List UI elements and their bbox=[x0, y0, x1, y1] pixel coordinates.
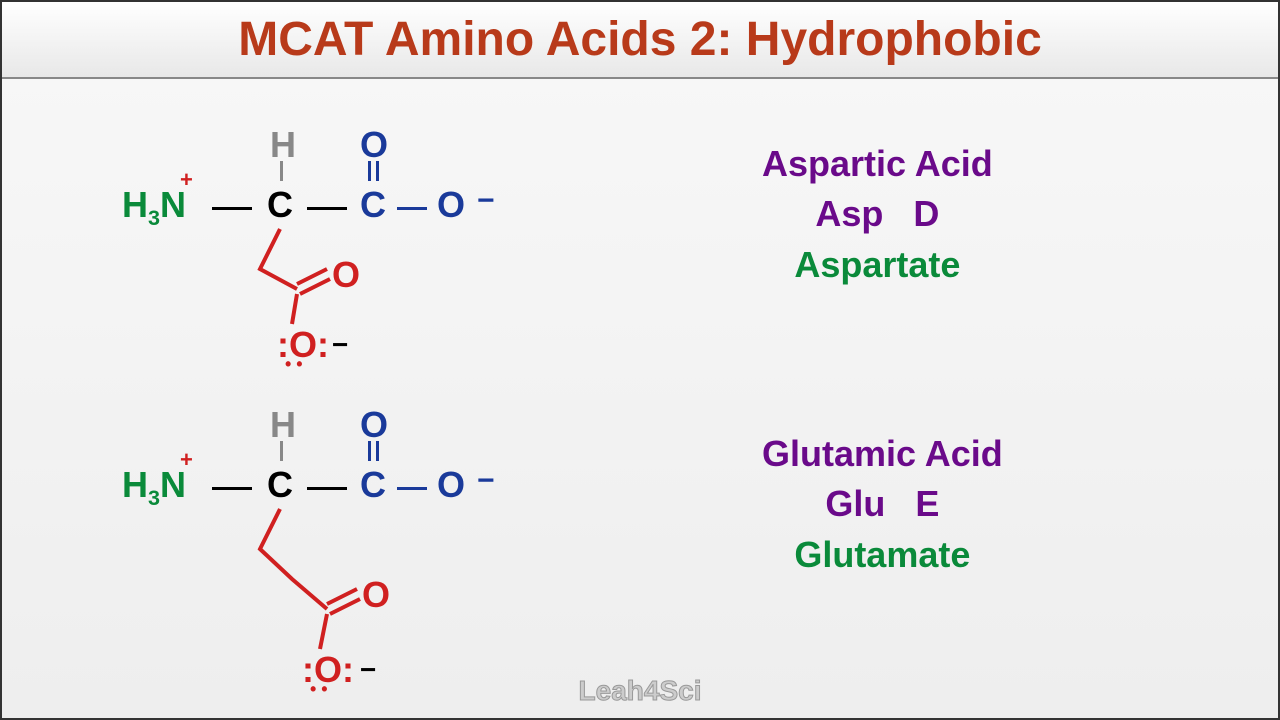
glutamic-acid-labels: Glutamic Acid Glu E Glutamate bbox=[762, 429, 1003, 580]
carbonyl-dbl-2 bbox=[376, 161, 379, 181]
amine-charge-2: + bbox=[180, 447, 193, 473]
amine-group-2: H3N bbox=[122, 464, 186, 511]
carbonyl-dbl-1b bbox=[368, 441, 371, 461]
terminal-charge-2: − bbox=[477, 464, 495, 498]
glu-codes: Glu E bbox=[762, 479, 1003, 529]
bond-c-c bbox=[307, 207, 347, 210]
glu-ion-name: Glutamate bbox=[762, 530, 1003, 580]
alpha-carbon-2: C bbox=[267, 464, 293, 506]
carbonyl-carbon: C bbox=[360, 184, 386, 226]
bond-c-o-2 bbox=[397, 487, 427, 490]
carbonyl-dbl-2b bbox=[376, 441, 379, 461]
aspartic-acid-structure: H H3H₃NN + C C O O − O :O: − • • bbox=[122, 129, 522, 379]
glu-full-name: Glutamic Acid bbox=[762, 429, 1003, 479]
asp-codes: Asp D bbox=[762, 189, 993, 239]
amine-group: H3H₃NN bbox=[122, 184, 186, 231]
sidechain-o-double-2: O bbox=[362, 574, 390, 616]
asp-ion-name: Aspartate bbox=[762, 240, 993, 290]
h-bond bbox=[280, 161, 283, 181]
sidechain-o-double: O bbox=[332, 254, 360, 296]
carbonyl-oxygen-2: O bbox=[360, 404, 388, 446]
bond-n-c-2 bbox=[212, 487, 252, 490]
carbonyl-carbon-2: C bbox=[360, 464, 386, 506]
bond-c-c-2 bbox=[307, 487, 347, 490]
bond-n-c bbox=[212, 207, 252, 210]
terminal-oxygen: O bbox=[437, 184, 465, 226]
alpha-carbon: C bbox=[267, 184, 293, 226]
amine-charge: + bbox=[180, 167, 193, 193]
alpha-hydrogen-2: H bbox=[270, 404, 296, 446]
sidechain-charge: − bbox=[332, 329, 348, 361]
carbonyl-oxygen: O bbox=[360, 124, 388, 166]
sidechain-charge-2: − bbox=[360, 654, 376, 686]
bond-c-o bbox=[397, 207, 427, 210]
watermark: Leah4Sci bbox=[579, 675, 702, 707]
lone-pair-dots: • • bbox=[285, 354, 303, 375]
content-area: H H3H₃NN + C C O O − O :O: − • • Asparti… bbox=[2, 79, 1278, 715]
terminal-oxygen-2: O bbox=[437, 464, 465, 506]
page-title: MCAT Amino Acids 2: Hydrophobic bbox=[2, 12, 1278, 67]
h-bond-2 bbox=[280, 441, 283, 461]
carbonyl-dbl-1 bbox=[368, 161, 371, 181]
title-bar: MCAT Amino Acids 2: Hydrophobic bbox=[2, 2, 1278, 79]
asp-full-name: Aspartic Acid bbox=[762, 139, 993, 189]
aspartic-acid-labels: Aspartic Acid Asp D Aspartate bbox=[762, 139, 993, 290]
lone-pair-dots-2: • • bbox=[310, 679, 328, 700]
alpha-hydrogen: H bbox=[270, 124, 296, 166]
terminal-charge: − bbox=[477, 184, 495, 218]
glutamic-acid-structure: H H3N + C C O O − O :O: − • • bbox=[122, 409, 522, 709]
